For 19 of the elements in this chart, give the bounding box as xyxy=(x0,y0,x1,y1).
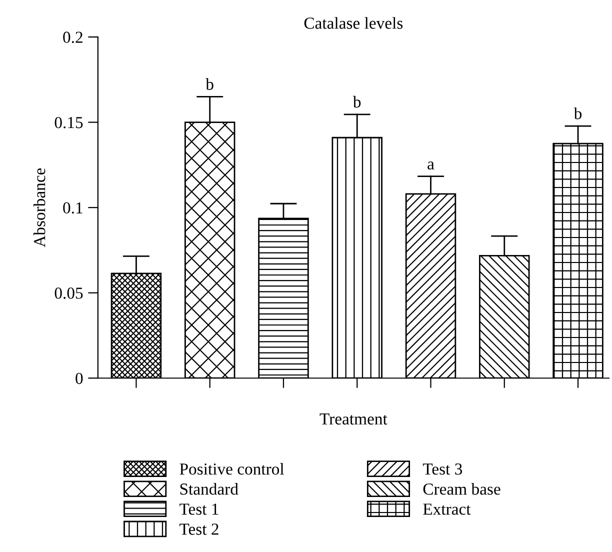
legend-label: Extract xyxy=(423,504,471,515)
data-label: a xyxy=(428,162,434,170)
data-label: b xyxy=(352,96,361,108)
legend-label: Positive control xyxy=(180,462,284,475)
x-axis-title: Treatment xyxy=(320,413,388,425)
legend-label: Cream base xyxy=(423,483,500,495)
data-label: b xyxy=(206,78,214,90)
y-axis-title: Absorbance xyxy=(34,168,46,248)
data-label: b xyxy=(574,107,582,120)
legend-label: Standard xyxy=(180,483,238,495)
legend-label: Test 1 xyxy=(180,504,218,515)
y-tick-label: 0.15 xyxy=(54,116,83,128)
y-tick-label: 0.2 xyxy=(63,32,82,44)
y-tick-label: 0.05 xyxy=(54,288,83,299)
y-tick-label: 0 xyxy=(76,372,83,384)
legend-label: Test 3 xyxy=(422,463,462,475)
legend-label: Test 2 xyxy=(180,524,218,535)
y-tick-label: 0.1 xyxy=(63,202,82,214)
chart-title: Catalase levels xyxy=(304,17,403,29)
